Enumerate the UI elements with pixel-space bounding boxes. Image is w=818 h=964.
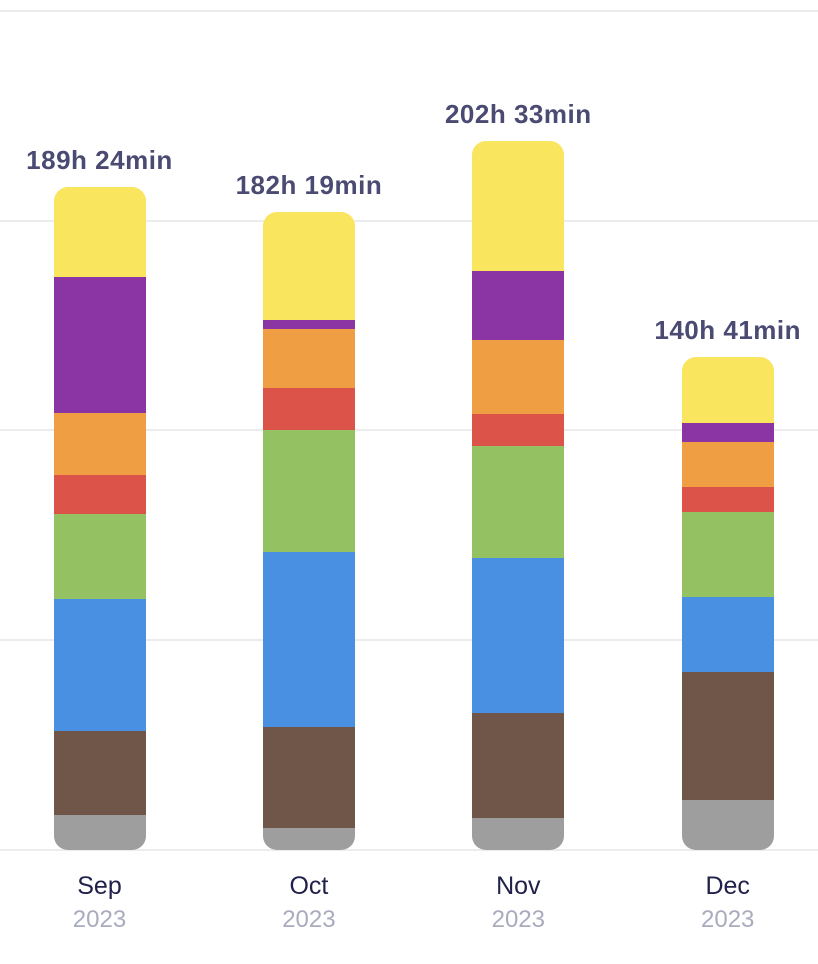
gray-segment-sep[interactable] (53, 815, 146, 850)
red-segment-sep[interactable] (53, 475, 146, 515)
bar-total-label-dec: 140h 41min (654, 315, 802, 346)
red-segment-oct[interactable] (262, 387, 355, 430)
x-axis-month-label-oct: Oct (289, 872, 329, 900)
orange-segment-dec[interactable] (681, 442, 774, 488)
chart-gridline-0h (0, 849, 818, 851)
purple-segment-oct[interactable] (262, 319, 355, 329)
stacked-bar-nov[interactable] (472, 140, 565, 850)
brown-segment-oct[interactable] (262, 726, 355, 828)
stacked-bar-sep[interactable] (53, 186, 146, 850)
stacked-bar-oct[interactable] (262, 211, 355, 850)
purple-segment-dec[interactable] (681, 423, 774, 443)
yellow-segment-sep[interactable] (53, 186, 146, 278)
bar-total-label-sep: 189h 24min (26, 144, 173, 175)
chart-gridline-60h (0, 639, 818, 642)
orange-segment-sep[interactable] (53, 413, 146, 476)
gray-segment-dec[interactable] (681, 800, 774, 850)
green-segment-sep[interactable] (53, 514, 146, 599)
chart-gridline-240h (0, 9, 818, 12)
purple-segment-sep[interactable] (53, 277, 146, 414)
green-segment-dec[interactable] (681, 512, 774, 597)
brown-segment-nov[interactable] (472, 712, 565, 818)
x-axis-year-label-sep: 2023 (72, 906, 127, 933)
brown-segment-sep[interactable] (53, 730, 146, 816)
green-segment-oct[interactable] (262, 429, 355, 552)
blue-segment-sep[interactable] (53, 598, 146, 731)
x-axis-year-label-oct: 2023 (282, 906, 336, 933)
stacked-bar-dec[interactable] (681, 357, 774, 850)
chart-gridline-180h (0, 219, 818, 222)
orange-segment-nov[interactable] (472, 339, 565, 415)
x-axis-month-label-sep: Sep (77, 872, 122, 900)
blue-segment-nov[interactable] (472, 558, 565, 713)
bar-total-label-nov: 202h 33min (444, 98, 592, 129)
x-axis-month-label-nov: Nov (496, 872, 541, 900)
blue-segment-oct[interactable] (262, 551, 355, 727)
blue-segment-dec[interactable] (681, 596, 774, 672)
x-axis-month-label-dec: Dec (705, 872, 750, 900)
brown-segment-dec[interactable] (681, 671, 774, 801)
yellow-segment-oct[interactable] (262, 211, 355, 320)
chart-gridline-120h (0, 429, 818, 432)
bar-total-label-oct: 182h 19min (235, 169, 383, 200)
orange-segment-oct[interactable] (262, 328, 355, 388)
purple-segment-nov[interactable] (472, 270, 565, 340)
gray-segment-oct[interactable] (262, 827, 355, 850)
red-segment-dec[interactable] (681, 487, 774, 513)
yellow-segment-dec[interactable] (681, 357, 774, 424)
green-segment-nov[interactable] (472, 446, 565, 559)
x-axis-year-label-dec: 2023 (700, 906, 755, 933)
yellow-segment-nov[interactable] (472, 140, 565, 271)
x-axis-year-label-nov: 2023 (491, 906, 545, 933)
red-segment-nov[interactable] (472, 414, 565, 447)
gray-segment-nov[interactable] (472, 817, 565, 850)
